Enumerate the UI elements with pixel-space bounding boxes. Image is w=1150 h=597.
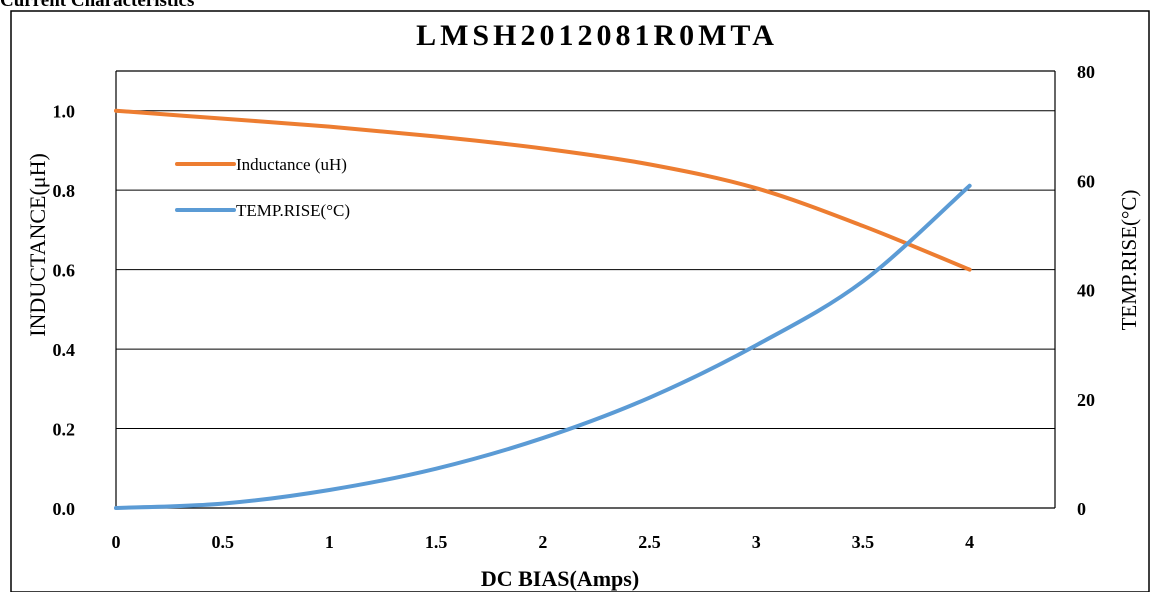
y-left-tick-label: 1.0 (53, 102, 76, 122)
y-right-tick-label: 0 (1077, 499, 1086, 519)
x-tick-label: 0 (112, 532, 121, 552)
y-right-tick-label: 20 (1077, 390, 1095, 410)
legend: Inductance (uH) TEMP.RISE(°C) (175, 155, 350, 220)
x-tick-label: 3 (752, 532, 761, 552)
y-left-tick-labels: 0.0 0.2 0.4 0.6 0.8 1.0 (53, 102, 76, 519)
x-tick-label: 1.5 (425, 532, 448, 552)
y-left-tick-label: 0.6 (53, 261, 76, 281)
y-left-tick-label: 0.8 (53, 181, 76, 201)
x-tick-label: 1 (325, 532, 334, 552)
x-tick-label: 3.5 (852, 532, 875, 552)
y-left-tick-label: 0.0 (53, 499, 76, 519)
series-line-temp-rise (114, 183, 972, 510)
x-axis-label: DC BIAS(Amps) (481, 566, 639, 591)
chart-border (10, 10, 1150, 593)
x-tick-labels: 0 0.5 1 1.5 2 2.5 3 3.5 4 (112, 532, 975, 552)
section-heading: Current Characteristics (0, 0, 195, 11)
series-line-inductance (114, 108, 972, 272)
y-right-tick-label: 40 (1077, 281, 1095, 301)
legend-label-inductance: Inductance (uH) (236, 155, 347, 174)
grid-lines (116, 110, 1055, 430)
y-left-tick-label: 0.2 (53, 420, 76, 440)
y-left-tick-label: 0.4 (53, 340, 76, 360)
x-tick-label: 2.5 (638, 532, 661, 552)
y-right-tick-labels: 0 20 40 60 80 (1077, 62, 1095, 519)
x-tick-label: 2 (538, 532, 547, 552)
y-right-axis-label: TEMP.RISE(°C) (1117, 190, 1141, 331)
chart-title: LMSH2012081R0MTA (416, 19, 778, 52)
x-tick-label: 0.5 (211, 532, 234, 552)
x-tick-label: 4 (965, 532, 974, 552)
y-right-tick-label: 80 (1077, 62, 1095, 82)
series-lines (114, 108, 972, 510)
y-right-tick-label: 60 (1077, 171, 1095, 191)
y-left-axis-label: INDUCTANCE(μH) (25, 153, 50, 337)
legend-label-temp-rise: TEMP.RISE(°C) (236, 201, 350, 220)
